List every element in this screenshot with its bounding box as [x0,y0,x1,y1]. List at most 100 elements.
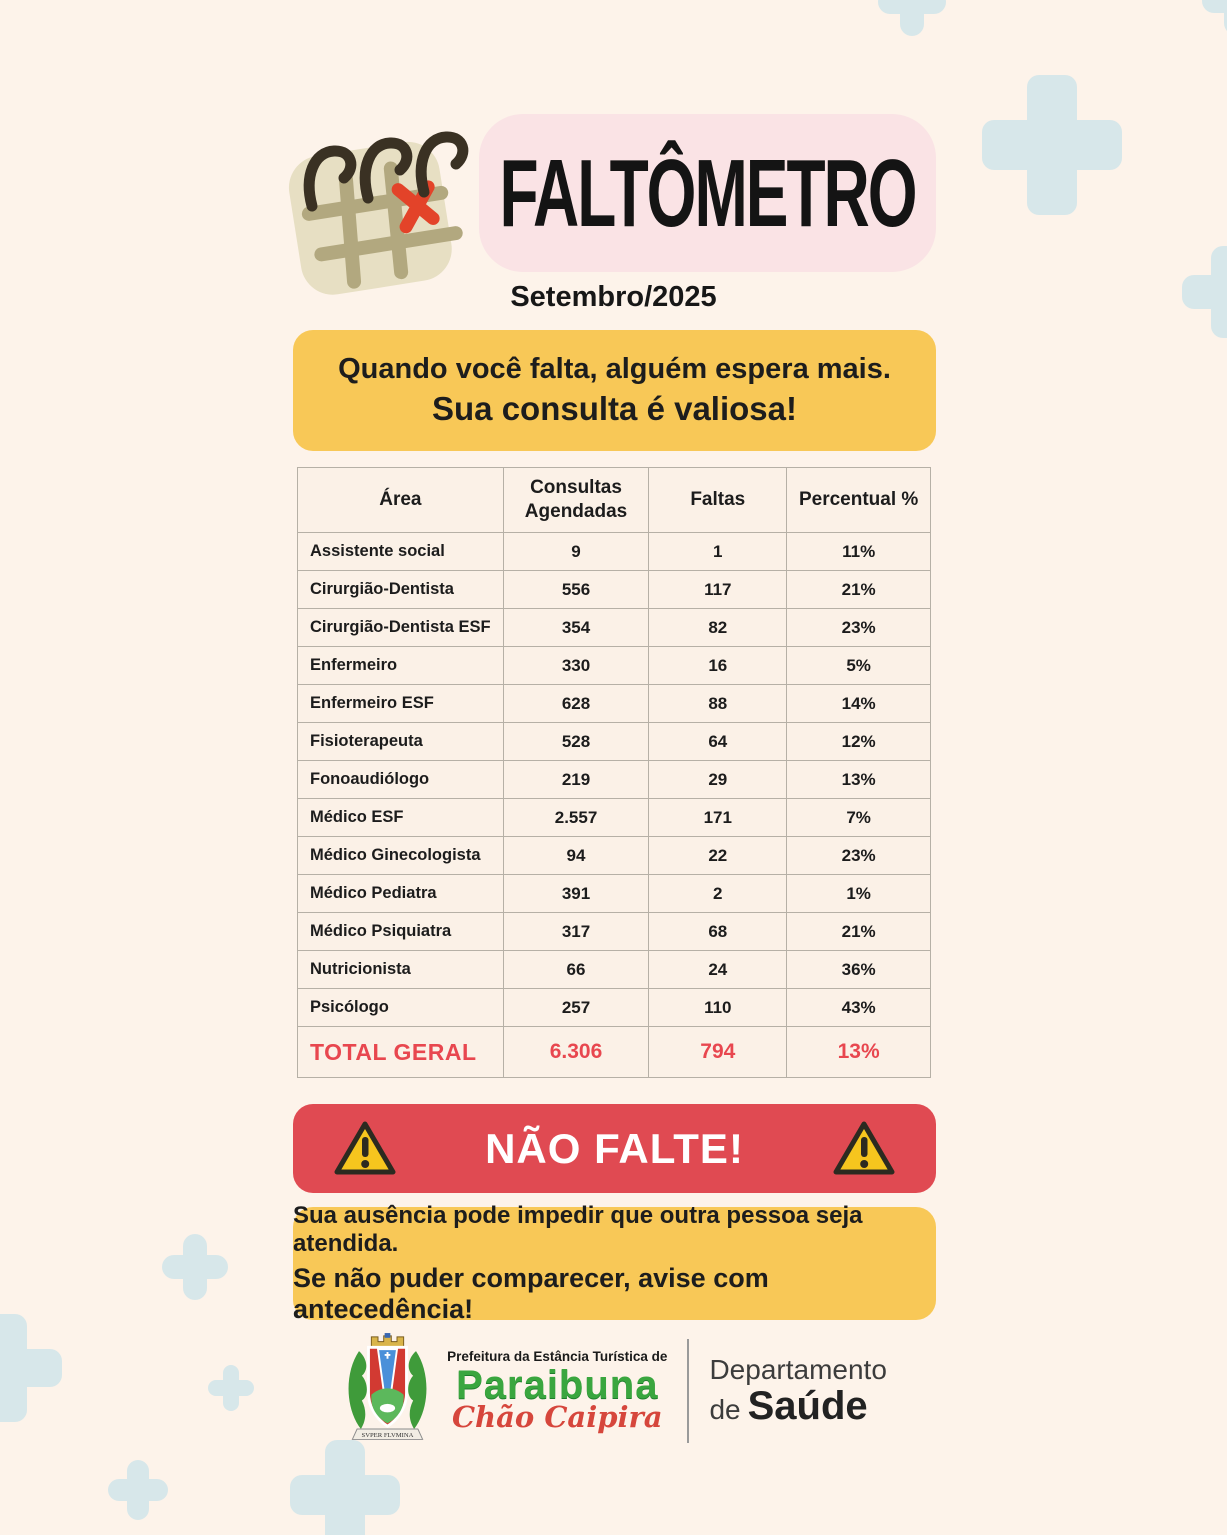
table-row: Médico Pediatra 391 2 1% [297,874,931,913]
header-percentual: Percentual % [786,467,931,533]
plus-icon [1202,0,1227,35]
cell-area: Nutricionista [297,950,504,989]
cell-consultas: 556 [502,570,650,609]
cell-percentual: 1% [786,874,931,913]
cell-consultas: 330 [502,646,650,685]
plus-icon [0,1314,62,1422]
table-row: Cirurgião-Dentista 556 117 21% [297,570,931,609]
svg-text:SVPER FLVMINA: SVPER FLVMINA [362,1432,414,1439]
bottom-banner-line1: Sua ausência pode impedir que outra pess… [293,1202,863,1257]
dept-saude: Saúde [747,1383,868,1428]
cell-faltas: 110 [648,988,788,1027]
dept-line1: Departamento [709,1353,887,1385]
plus-icon [982,75,1122,215]
cell-area: Fisioterapeuta [297,722,504,761]
cell-area: Médico ESF [297,798,504,837]
header-consultas: Consultas Agendadas [502,467,650,533]
cell-faltas: 88 [648,684,788,723]
cell-area: Cirurgião-Dentista ESF [297,608,504,647]
bottom-banner: Sua ausência pode impedir que outra pess… [293,1202,936,1324]
paraibuna-coat-of-arms: SVPER FLVMINA [348,1333,427,1440]
table-row: Psicólogo 257 110 43% [297,988,931,1027]
cell-faltas: 171 [648,798,788,837]
cell-area: Enfermeiro ESF [297,684,504,723]
table-total-row: TOTAL GERAL 6.306 794 13% [297,1026,931,1078]
plus-icon [878,0,946,36]
alert-text: NÃO FALTE! [485,1124,744,1172]
footer: SVPER FLVMINA Prefeitura da Estância Tur… [0,1332,1227,1450]
cell-area: Médico Ginecologista [297,836,504,875]
cell-faltas: 2 [648,874,788,913]
bottom-banner-line2: Se não puder comparecer, avise com antec… [293,1263,769,1324]
cell-consultas: 391 [502,874,650,913]
cell-area: Assistente social [297,532,504,571]
page-title: FALTÔMETRO [499,139,917,247]
cell-faltas: 29 [648,760,788,799]
calendar-missed-x-icon [272,96,472,301]
cell-percentual: 21% [786,912,931,951]
cell-area: Médico Pediatra [297,874,504,913]
table-row: Nutricionista 66 24 36% [297,950,931,989]
total-percentual: 13% [786,1026,931,1078]
cell-faltas: 24 [648,950,788,989]
cell-consultas: 9 [502,532,650,571]
cell-faltas: 1 [648,532,788,571]
cell-faltas: 82 [648,608,788,647]
cell-consultas: 528 [502,722,650,761]
cell-consultas: 317 [502,912,650,951]
table-row: Médico Ginecologista 94 22 23% [297,836,931,875]
cell-consultas: 257 [502,988,650,1027]
org-slogan: Chão Caipira [451,1399,663,1434]
cell-area: Fonoaudiólogo [297,760,504,799]
cell-percentual: 36% [786,950,931,989]
alert-banner: NÃO FALTE! [293,1104,936,1193]
top-banner-line1: Quando você falta, alguém espera mais. [338,353,891,385]
cell-faltas: 68 [648,912,788,951]
cell-consultas: 66 [502,950,650,989]
absences-table: Área Consultas Agendadas Faltas Percentu… [297,467,931,1078]
table-row: Médico ESF 2.557 171 7% [297,798,931,837]
total-faltas: 794 [648,1026,788,1078]
header-area: Área [297,467,504,533]
plus-icon [108,1460,168,1520]
total-label: TOTAL GERAL [297,1026,504,1078]
table-row: Fisioterapeuta 528 64 12% [297,722,931,761]
cell-faltas: 117 [648,570,788,609]
cell-percentual: 43% [786,988,931,1027]
table-row: Fonoaudiólogo 219 29 13% [297,760,931,799]
header-faltas: Faltas [648,467,788,533]
cell-consultas: 94 [502,836,650,875]
dept-de: de [709,1393,741,1425]
table-row: Assistente social 9 1 11% [297,532,931,571]
cell-faltas: 22 [648,836,788,875]
table-row: Cirurgião-Dentista ESF 354 82 23% [297,608,931,647]
cell-percentual: 7% [786,798,931,837]
title-box: FALTÔMETRO [479,114,936,272]
total-consultas: 6.306 [502,1026,650,1078]
cell-percentual: 12% [786,722,931,761]
cell-consultas: 219 [502,760,650,799]
table-row: Enfermeiro 330 16 5% [297,646,931,685]
cell-consultas: 354 [502,608,650,647]
table-header-row: Área Consultas Agendadas Faltas Percentu… [297,467,931,533]
cell-percentual: 5% [786,646,931,685]
plus-icon [1182,246,1227,338]
footer-divider [687,1339,690,1443]
cell-faltas: 64 [648,722,788,761]
warning-triangle-icon [334,1121,396,1174]
cell-faltas: 16 [648,646,788,685]
period-label: Setembro/2025 [510,281,717,313]
top-banner-line2: Sua consulta é valiosa! [432,390,797,427]
cell-percentual: 23% [786,608,931,647]
cell-area: Médico Psiquiatra [297,912,504,951]
table-row: Enfermeiro ESF 628 88 14% [297,684,931,723]
cell-percentual: 11% [786,532,931,571]
cell-consultas: 2.557 [502,798,650,837]
cell-percentual: 14% [786,684,931,723]
cell-percentual: 23% [786,836,931,875]
cell-percentual: 21% [786,570,931,609]
org-small-label: Prefeitura da Estância Turística de [447,1348,668,1364]
table-row: Médico Psiquiatra 317 68 21% [297,912,931,951]
warning-triangle-icon [833,1121,895,1174]
